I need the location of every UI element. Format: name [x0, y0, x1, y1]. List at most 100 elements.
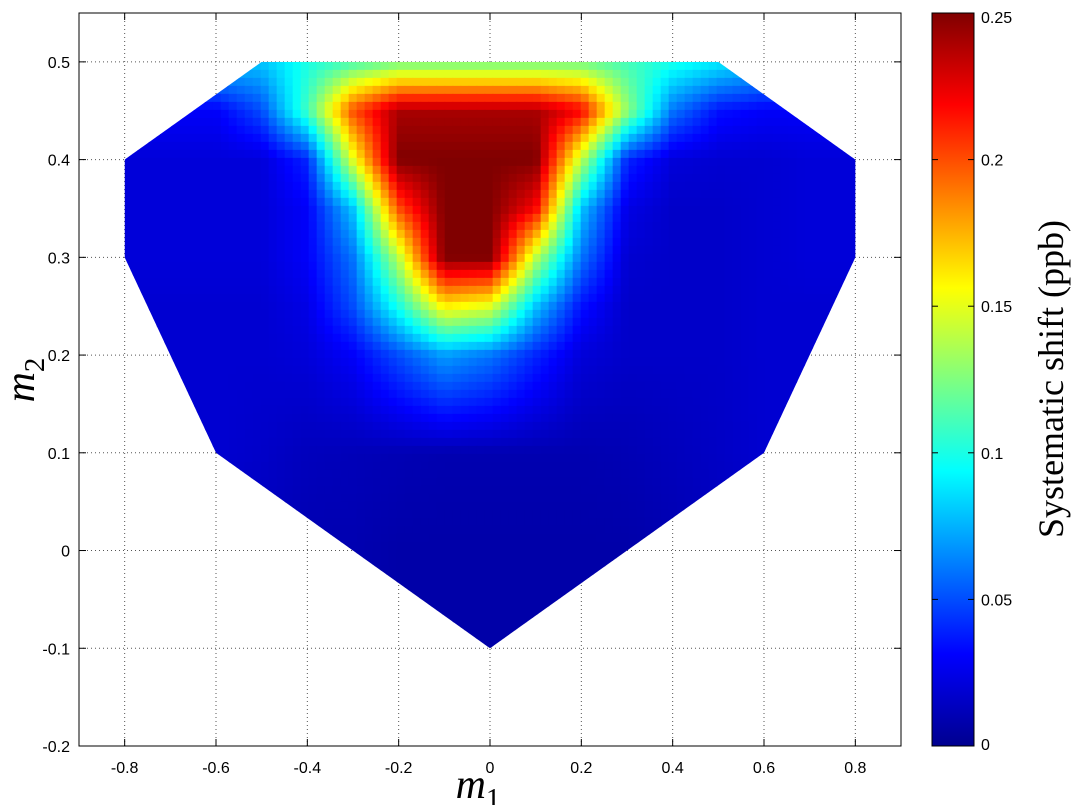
heat-cell — [188, 117, 198, 127]
heat-cell — [708, 181, 718, 191]
heat-cell — [436, 149, 446, 159]
heat-cell — [500, 301, 510, 311]
heat-cell — [268, 229, 278, 239]
heat-cell — [652, 477, 662, 487]
heat-cell — [604, 109, 614, 119]
heat-cell — [428, 341, 438, 351]
heat-cell — [852, 157, 856, 167]
heat-cell — [628, 77, 638, 87]
heat-cell — [764, 261, 774, 271]
heat-cell — [516, 109, 526, 119]
heat-cell — [812, 141, 822, 151]
heat-cell — [308, 165, 318, 175]
heat-cell — [284, 269, 294, 279]
heat-cell — [548, 309, 558, 319]
heat-cell — [724, 197, 734, 207]
heat-cell — [348, 381, 358, 391]
heat-cell — [644, 477, 654, 487]
heat-cell — [604, 221, 614, 231]
heat-cell — [588, 133, 598, 143]
heat-cell — [460, 77, 470, 87]
heat-cell — [828, 285, 838, 295]
heat-cell — [628, 453, 638, 463]
heat-cell — [380, 269, 390, 279]
heat-cell — [668, 469, 678, 479]
heat-cell — [652, 173, 662, 183]
heat-cell — [412, 293, 422, 303]
heat-cell — [220, 445, 230, 455]
heat-cell — [748, 277, 758, 287]
heat-cell — [684, 381, 694, 391]
heat-cell — [508, 429, 518, 439]
heat-cell — [844, 189, 854, 199]
heat-cell — [804, 133, 814, 143]
heat-cell — [252, 205, 262, 215]
heat-cell — [756, 285, 766, 295]
heat-cell — [356, 157, 366, 167]
heat-cell — [172, 165, 182, 175]
heat-cell — [500, 485, 510, 495]
heat-cell — [260, 381, 270, 391]
heat-cell — [372, 165, 382, 175]
heat-cell — [612, 309, 622, 319]
heat-cell — [124, 197, 134, 207]
heat-cell — [780, 317, 790, 327]
heat-cell — [196, 109, 206, 119]
heat-cell — [556, 117, 566, 127]
heat-cell — [276, 125, 286, 135]
heat-cell — [220, 101, 230, 111]
heat-cell — [588, 333, 598, 343]
heat-cell — [644, 253, 654, 263]
heat-cell — [556, 109, 566, 119]
heat-cell — [636, 165, 646, 175]
heat-cell — [180, 149, 190, 159]
heat-cell — [700, 197, 710, 207]
heat-cell — [636, 245, 646, 255]
heat-cell — [804, 333, 814, 343]
heat-cell — [420, 221, 430, 231]
heat-cell — [556, 205, 566, 215]
heat-cell — [540, 133, 550, 143]
heat-cell — [556, 181, 566, 191]
heat-cell — [628, 285, 638, 295]
heat-cell — [724, 77, 734, 87]
heat-cell — [612, 341, 622, 351]
heat-cell — [284, 405, 294, 415]
heat-cell — [364, 141, 374, 151]
heat-cell — [580, 269, 590, 279]
heat-cell — [380, 461, 390, 471]
heat-cell — [692, 229, 702, 239]
heat-cell — [596, 109, 606, 119]
heat-cell — [292, 269, 302, 279]
heat-cell — [644, 349, 654, 359]
heat-cell — [260, 325, 270, 335]
heat-cell — [452, 437, 462, 447]
heat-cell — [652, 93, 662, 103]
heat-cell — [580, 349, 590, 359]
heat-cell — [708, 173, 718, 183]
heat-cell — [476, 157, 486, 167]
heat-cell — [692, 213, 702, 223]
heat-cell — [556, 437, 566, 447]
heat-cell — [532, 61, 542, 71]
heat-cell — [348, 349, 358, 359]
heat-cell — [836, 149, 846, 159]
heat-cell — [740, 445, 750, 455]
heat-cell — [660, 477, 670, 487]
heat-cell — [716, 85, 726, 95]
heat-cell — [436, 125, 446, 135]
heat-cell — [172, 253, 182, 263]
heat-cell — [172, 173, 182, 183]
heat-cell — [364, 69, 374, 79]
heat-cell — [300, 285, 310, 295]
heat-cell — [724, 205, 734, 215]
heat-cell — [692, 125, 702, 135]
heat-cell — [676, 429, 686, 439]
heat-cell — [724, 101, 734, 111]
heat-cell — [764, 117, 774, 127]
heat-cell — [316, 397, 326, 407]
heat-cell — [628, 205, 638, 215]
heat-cell — [444, 333, 454, 343]
heat-cell — [668, 101, 678, 111]
heat-cell — [452, 85, 462, 95]
